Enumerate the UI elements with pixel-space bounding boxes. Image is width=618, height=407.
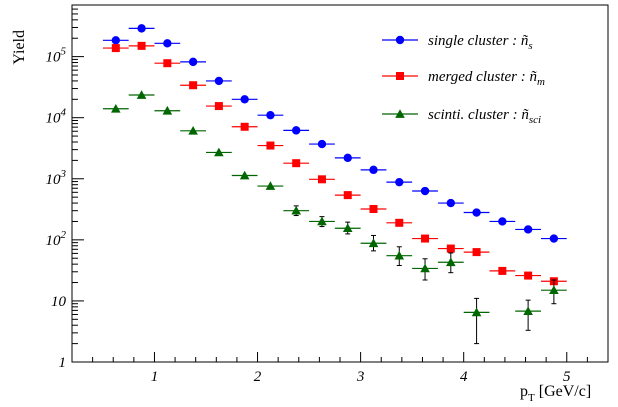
legend-label: scinti. cluster : ñsci bbox=[428, 107, 541, 126]
x-axis-label-subscript: T bbox=[528, 392, 535, 404]
data-point bbox=[472, 248, 481, 257]
data-point bbox=[369, 165, 378, 175]
legend-marker bbox=[396, 72, 404, 80]
x-axis-label-symbol: p bbox=[520, 383, 528, 400]
data-point bbox=[265, 181, 276, 190]
data-point bbox=[420, 186, 430, 196]
data-point bbox=[446, 244, 455, 253]
y-tick-label: 103 bbox=[46, 168, 67, 188]
data-point bbox=[369, 204, 378, 213]
data-point bbox=[137, 41, 146, 50]
data-point bbox=[111, 103, 121, 113]
data-point bbox=[446, 198, 456, 208]
data-point bbox=[291, 205, 301, 215]
data-point bbox=[291, 126, 301, 135]
data-point bbox=[368, 238, 379, 248]
data-point bbox=[163, 59, 172, 68]
data-point bbox=[111, 36, 121, 45]
data-point bbox=[189, 81, 198, 90]
data-point bbox=[266, 110, 275, 120]
data-point bbox=[188, 126, 198, 135]
data-point bbox=[137, 24, 146, 33]
series-sci bbox=[102, 90, 567, 345]
series-m bbox=[102, 41, 567, 286]
legend-entry-m: merged cluster : ñm bbox=[382, 69, 545, 88]
data-point bbox=[523, 306, 533, 315]
data-point bbox=[549, 234, 559, 243]
x-tick-label: 2 bbox=[254, 369, 262, 385]
data-point bbox=[342, 223, 353, 233]
x-tick-label: 5 bbox=[563, 369, 571, 385]
y-axis-label: Yield bbox=[11, 30, 28, 65]
data-point bbox=[111, 44, 120, 53]
data-point bbox=[498, 266, 507, 275]
legend-label: single cluster : ñs bbox=[428, 33, 533, 52]
data-point bbox=[214, 102, 223, 111]
legend-marker bbox=[395, 35, 405, 45]
data-point bbox=[214, 147, 224, 157]
x-axis-label-unit: [GeV/c] bbox=[539, 383, 591, 400]
data-point bbox=[188, 57, 198, 67]
data-point bbox=[446, 257, 456, 267]
data-point bbox=[395, 177, 404, 187]
y-tick-label: 1 bbox=[59, 355, 67, 371]
data-point bbox=[214, 76, 224, 86]
data-point bbox=[343, 191, 352, 200]
data-point bbox=[523, 225, 533, 234]
y-tick-label: 105 bbox=[46, 46, 67, 66]
legend-entry-sci: scinti. cluster : ñsci bbox=[382, 107, 541, 126]
x-tick-label: 3 bbox=[356, 369, 365, 385]
data-point bbox=[317, 216, 327, 226]
y-tick-label: 10 bbox=[51, 294, 67, 310]
data-point bbox=[266, 141, 275, 150]
data-point bbox=[524, 271, 533, 280]
data-point bbox=[395, 218, 404, 227]
data-point bbox=[498, 217, 507, 226]
data-point bbox=[240, 122, 249, 131]
data-point bbox=[317, 175, 326, 184]
series-s bbox=[102, 24, 567, 243]
legend-marker bbox=[395, 109, 405, 118]
data-point bbox=[136, 90, 147, 99]
data-point bbox=[394, 250, 405, 260]
x-axis-label: pT [GeV/c] bbox=[520, 383, 591, 404]
legend-label: merged cluster : ñm bbox=[428, 69, 545, 88]
data-point bbox=[472, 208, 481, 217]
data-point bbox=[317, 139, 327, 149]
data-point bbox=[240, 95, 249, 104]
data-point bbox=[292, 159, 301, 168]
data-point bbox=[163, 39, 172, 48]
axes: 1 2 3 4 5 1 10 102 103 104 105 bbox=[46, 4, 609, 385]
y-tick-label: 102 bbox=[46, 229, 67, 249]
legend-entry-s: single cluster : ñs bbox=[382, 33, 533, 52]
data-point bbox=[549, 285, 559, 295]
data-point bbox=[420, 263, 430, 273]
data-point bbox=[471, 307, 482, 317]
data-point bbox=[343, 153, 352, 163]
plot-area bbox=[102, 24, 567, 345]
data-point bbox=[239, 170, 250, 180]
x-tick-label: 4 bbox=[460, 369, 468, 385]
x-tick-label: 1 bbox=[151, 369, 159, 385]
legend: single cluster : ñs merged cluster : ñm sc… bbox=[382, 33, 545, 126]
y-tick-label: 104 bbox=[46, 107, 67, 127]
data-point bbox=[162, 105, 173, 115]
data-point bbox=[421, 234, 430, 243]
